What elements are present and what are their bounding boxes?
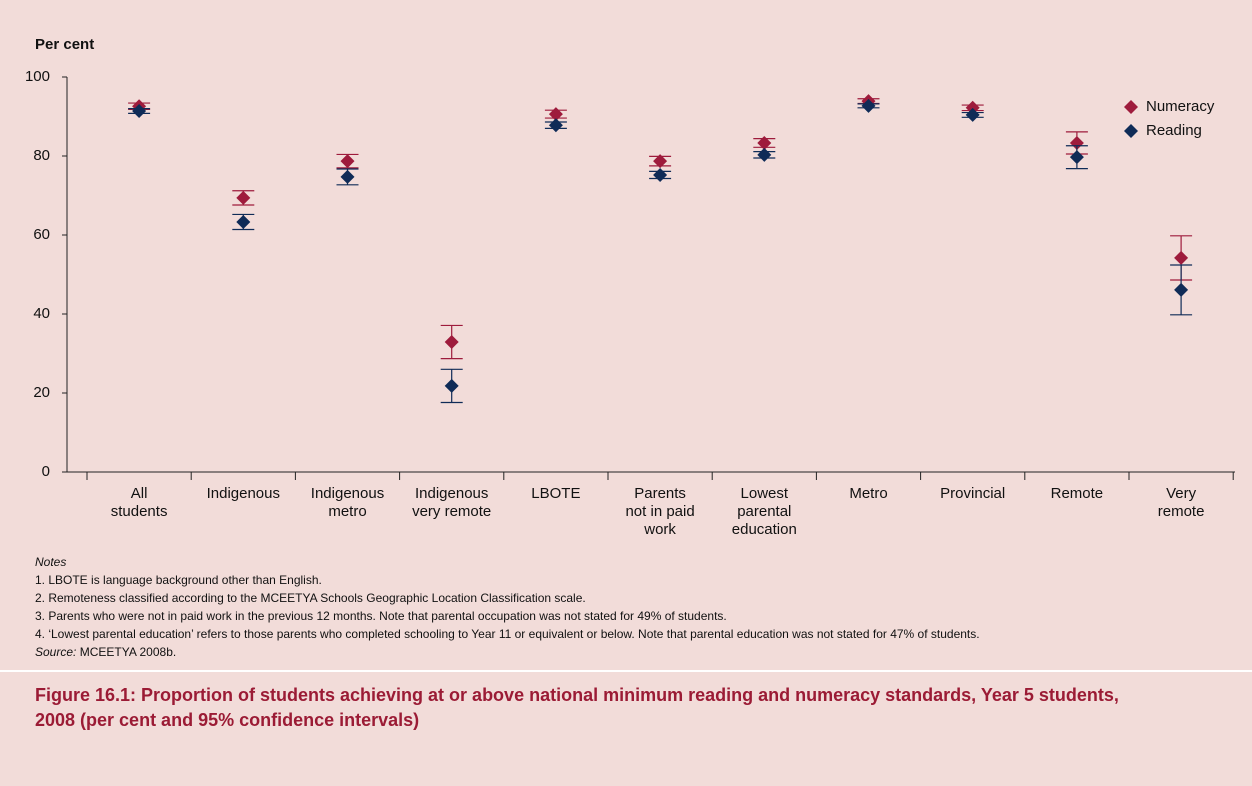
x-tick-label: Indigenous very remote — [412, 485, 492, 520]
marker — [965, 100, 980, 115]
x-tick-label: Very remote — [1157, 485, 1205, 520]
marker — [653, 154, 668, 169]
marker — [236, 190, 251, 205]
note: 2. Remoteness classified according to th… — [35, 591, 586, 605]
source: Source: MCEETYA 2008b. — [35, 643, 980, 661]
note: 1. LBOTE is language background other th… — [35, 573, 322, 587]
y-tick-label: 80 — [33, 147, 50, 164]
marker — [548, 118, 563, 133]
x-tick-label: LBOTE — [531, 485, 581, 502]
legend-marker — [1124, 124, 1138, 138]
legend-marker — [1124, 100, 1138, 114]
y-tick-label: 0 — [42, 463, 50, 480]
marker — [132, 103, 147, 118]
x-tick-label: Remote — [1050, 485, 1104, 502]
x-tick-label: Provincial — [940, 485, 1006, 502]
x-tick-label: Indigenous metro — [310, 485, 385, 520]
marker — [757, 147, 772, 162]
separator — [0, 670, 1252, 672]
source-label: Source: — [35, 645, 77, 659]
y-tick-label: 20 — [33, 384, 50, 401]
marker — [444, 378, 459, 393]
marker — [1069, 135, 1084, 150]
note: 4. ‘Lowest parental education’ refers to… — [35, 627, 980, 641]
marker — [444, 335, 459, 350]
x-tick-label: Metro — [849, 485, 888, 502]
note: 3. Parents who were not in paid work in … — [35, 609, 727, 623]
caption: Figure 16.1: Proportion of students achi… — [35, 685, 1119, 730]
marker — [1069, 150, 1084, 165]
marker — [548, 107, 563, 122]
marker — [1174, 250, 1189, 265]
x-tick-label: All students — [110, 485, 168, 520]
marker — [1174, 282, 1189, 297]
marker — [236, 214, 251, 229]
notes-heading: Notes — [35, 555, 67, 569]
marker — [861, 98, 876, 113]
y-axis-label: Per cent — [35, 36, 94, 53]
marker — [340, 154, 355, 169]
x-tick-label: Lowest parental education — [731, 485, 797, 538]
source-text: MCEETYA 2008b. — [79, 645, 177, 659]
marker — [340, 169, 355, 184]
legend-label: Reading — [1146, 122, 1202, 139]
x-tick-label: Indigenous — [206, 485, 280, 502]
marker — [757, 135, 772, 150]
marker — [965, 107, 980, 122]
notes: Notes 1. LBOTE is language background ot… — [35, 553, 980, 661]
y-tick-label: 100 — [25, 68, 50, 85]
x-tick-label: Parents not in paid work — [625, 485, 695, 538]
marker — [653, 167, 668, 182]
y-tick-label: 40 — [33, 305, 50, 322]
legend-label: Numeracy — [1146, 98, 1215, 115]
y-tick-label: 60 — [33, 226, 50, 243]
